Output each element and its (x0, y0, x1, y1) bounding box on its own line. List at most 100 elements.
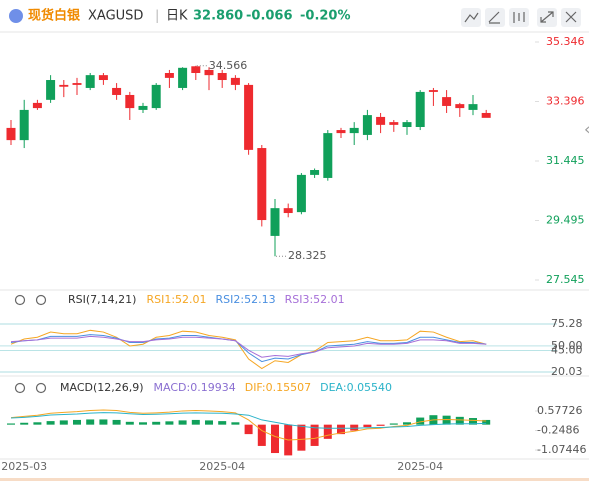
histogram-bar (205, 420, 213, 425)
settings-indicator[interactable] (35, 382, 47, 394)
candle-body (164, 73, 174, 78)
histogram-bar (244, 424, 253, 435)
candle-body (389, 122, 399, 125)
candle-body (442, 97, 452, 106)
histogram-bar (46, 421, 55, 425)
histogram-bar (363, 424, 372, 428)
line-series (10, 334, 487, 363)
histogram-bar (257, 424, 266, 446)
annotation: 28.325 (288, 249, 327, 262)
candle-body (85, 75, 95, 88)
settings-indicator[interactable] (35, 294, 47, 306)
legend-entry: DEA:0.05540 (320, 381, 392, 394)
y-tick-label: 45.00 (551, 343, 583, 356)
symbol: XAGUSD (88, 9, 143, 24)
histogram-bar (469, 418, 477, 425)
candle-body (151, 84, 161, 109)
histogram-bar (416, 417, 425, 425)
candle-body (217, 73, 227, 81)
histogram-bar (86, 419, 95, 425)
candle-body (468, 104, 478, 110)
histogram-bar (271, 424, 279, 454)
candle-body (336, 130, 346, 134)
candle-body (125, 94, 135, 109)
histogram-bar (7, 423, 15, 425)
candle-body (230, 77, 240, 85)
candle-body (6, 127, 16, 141)
instrument-name: 现货白银 (28, 8, 81, 24)
histogram-bar (139, 422, 147, 425)
legend-entry: DIF:0.15507 (245, 381, 311, 394)
histogram-bar (482, 419, 491, 425)
line-series (10, 409, 487, 441)
candle-body (19, 109, 29, 141)
change: -0.066 (246, 9, 293, 24)
histogram-bar (165, 421, 174, 425)
candle-body (112, 87, 122, 95)
y-tick-label: 33.396 (546, 94, 585, 107)
histogram-bar (376, 424, 385, 426)
x-tick-label: 2025-04 (199, 460, 245, 473)
icon (513, 12, 525, 23)
icon (565, 11, 577, 23)
candle-body (402, 122, 412, 127)
histogram-bar (59, 420, 68, 425)
histogram-bar (178, 420, 187, 425)
y-tick-label: -0.2486 (537, 424, 579, 437)
close-indicator[interactable] (14, 294, 26, 306)
period[interactable]: 日K (166, 9, 188, 24)
y-tick-label: 75.28 (551, 317, 583, 330)
y-tick-label: 31.445 (546, 154, 585, 167)
candle-body (296, 174, 306, 213)
y-tick-label: 0.57726 (537, 404, 583, 417)
x-tick-label: 2025-03 (1, 460, 47, 473)
histogram-bar (112, 419, 121, 425)
candle-body (46, 80, 56, 100)
candle-body (376, 116, 386, 125)
indicator-button[interactable] (461, 8, 481, 27)
histogram-bar (350, 424, 359, 431)
y-tick-label: 35.346 (546, 35, 585, 48)
candle-body (310, 170, 320, 175)
candle-body (257, 148, 267, 221)
icon (540, 11, 554, 23)
candle-body (455, 104, 465, 109)
icon (464, 12, 479, 23)
close-indicator[interactable] (14, 382, 26, 394)
y-tick-label: 27.545 (546, 273, 585, 286)
candle-body (415, 91, 425, 127)
indicator-title: MACD(12,26,9) (60, 381, 144, 394)
candle-body (72, 83, 82, 85)
collapse-arrow[interactable]: ‹ (584, 120, 589, 139)
line-series (10, 412, 487, 429)
bottom-bar (0, 478, 589, 481)
legend-entry: MACD:0.19934 (154, 381, 236, 394)
histogram-bar (20, 422, 29, 425)
y-tick-label: 20.03 (551, 365, 583, 378)
divider: | (155, 9, 159, 24)
candle-body (481, 112, 491, 118)
y-tick-label: 50.00 (551, 339, 583, 352)
logo (9, 9, 23, 23)
candle-body (349, 127, 359, 134)
histogram-bar (231, 422, 240, 425)
legend-entry: RSI2:52.13 (216, 293, 276, 306)
histogram-bar (337, 424, 345, 435)
candle-body (191, 66, 201, 74)
change-pct: -0.20% (300, 9, 351, 24)
candle-body (283, 208, 293, 214)
candle-body (323, 133, 333, 178)
histogram-bar (191, 419, 200, 425)
candle-body (362, 115, 372, 135)
candle-body (98, 75, 108, 81)
y-tick-label: -1.07446 (537, 443, 586, 456)
candle-body (138, 105, 148, 110)
histogram-bar (455, 416, 464, 425)
legend-entry: RSI1:52.01 (146, 293, 206, 306)
histogram-bar (389, 423, 398, 425)
histogram-bar (33, 422, 42, 425)
draw-button[interactable] (485, 8, 505, 27)
histogram-bar (152, 421, 161, 425)
